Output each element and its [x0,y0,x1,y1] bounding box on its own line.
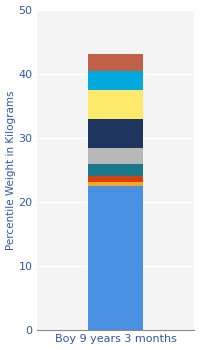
Bar [88,55,143,71]
Bar [88,71,143,90]
Bar [88,176,143,182]
Bar [88,90,143,119]
Y-axis label: Percentile Weight in Kilograms: Percentile Weight in Kilograms [6,90,16,250]
Bar [88,182,143,186]
Bar [88,164,143,176]
Bar [88,186,143,330]
Bar [88,148,143,164]
Bar [88,119,143,148]
